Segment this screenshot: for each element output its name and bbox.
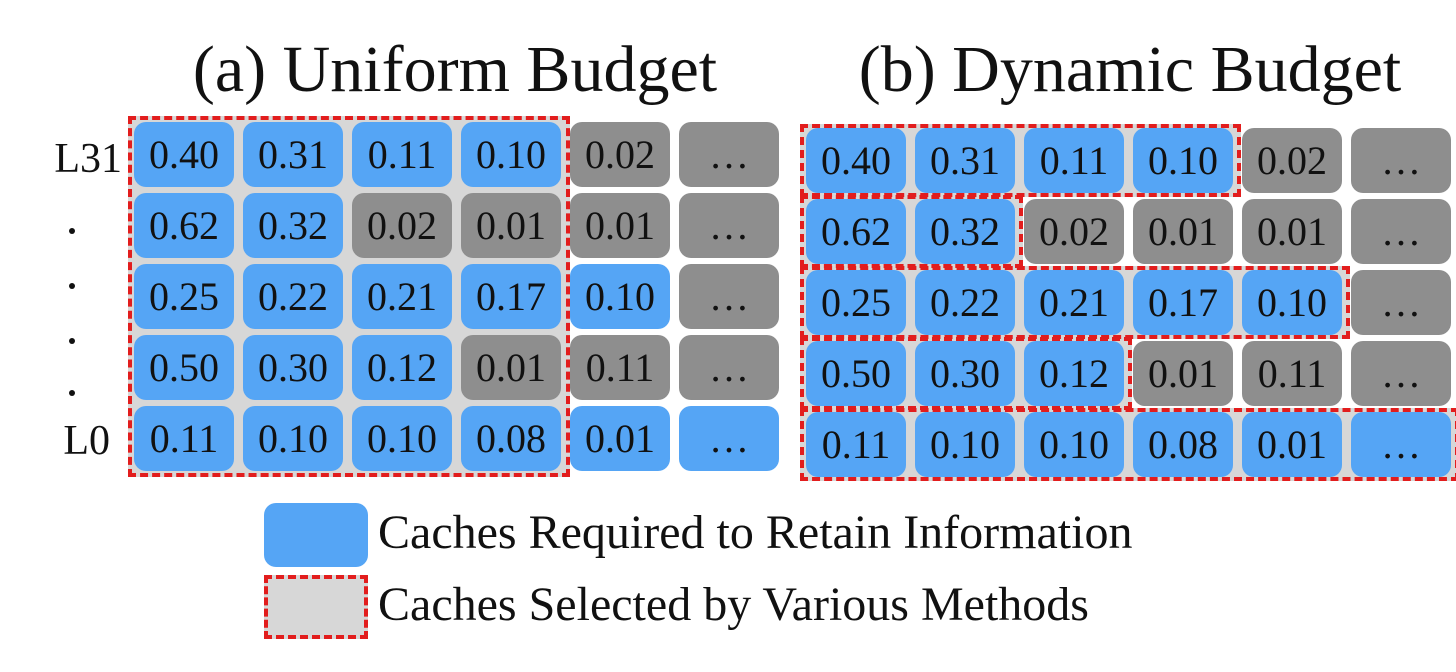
cache-cell: 0.01 [1242, 412, 1342, 477]
cache-cell: 0.40 [134, 122, 234, 187]
cache-cell: … [1351, 412, 1451, 477]
cache-cell: 0.11 [806, 412, 906, 477]
cache-cell: 0.62 [134, 193, 234, 258]
cache-cell: 0.02 [1242, 128, 1342, 193]
row-ellipsis-dot [69, 338, 75, 344]
legend-required-swatch [264, 503, 368, 567]
cache-cell: 0.10 [243, 406, 343, 471]
cache-cell: 0.02 [1024, 199, 1124, 264]
cache-cell: 0.11 [134, 406, 234, 471]
cache-cell: 0.01 [461, 193, 561, 258]
panel-a-title: (a) Uniform Budget [192, 33, 718, 106]
legend-selected-swatch [264, 575, 368, 639]
cache-cell: 0.25 [806, 270, 906, 335]
cache-cell: 0.12 [1024, 341, 1124, 406]
cache-cell: 0.62 [806, 199, 906, 264]
legend-selected-label: Caches Selected by Various Methods [378, 578, 1089, 631]
cache-cell: 0.30 [243, 335, 343, 400]
cache-cell: 0.01 [1133, 199, 1233, 264]
cache-cell: 0.11 [1024, 128, 1124, 193]
cache-cell: … [1351, 199, 1451, 264]
cache-cell: 0.08 [461, 406, 561, 471]
cache-cell: 0.30 [915, 341, 1015, 406]
panel-b-title: (b) Dynamic Budget [858, 33, 1402, 106]
cache-cell: … [679, 264, 779, 329]
cache-cell: 0.12 [352, 335, 452, 400]
cache-cell: 0.31 [243, 122, 343, 187]
cache-cell: … [1351, 270, 1451, 335]
cache-cell: … [679, 193, 779, 258]
cache-cell: 0.31 [915, 128, 1015, 193]
cache-cell: … [1351, 341, 1451, 406]
cache-cell: 0.10 [352, 406, 452, 471]
cache-cell: 0.22 [915, 270, 1015, 335]
cache-cell: 0.10 [1024, 412, 1124, 477]
cache-cell: 0.17 [1133, 270, 1233, 335]
legend-required-label: Caches Required to Retain Information [378, 506, 1133, 559]
row-ellipsis-dot [69, 283, 75, 289]
cache-cell: … [1351, 128, 1451, 193]
cache-cell: 0.50 [134, 335, 234, 400]
cache-cell: 0.10 [915, 412, 1015, 477]
cache-cell: … [679, 122, 779, 187]
cache-cell: 0.21 [352, 264, 452, 329]
cache-cell: 0.02 [352, 193, 452, 258]
cache-cell: … [679, 406, 779, 471]
cache-cell: 0.32 [915, 199, 1015, 264]
cache-cell: 0.01 [570, 406, 670, 471]
cache-cell: 0.40 [806, 128, 906, 193]
cache-cell: 0.22 [243, 264, 343, 329]
cache-cell: 0.01 [1133, 341, 1233, 406]
cache-cell: … [679, 335, 779, 400]
cache-cell: 0.08 [1133, 412, 1233, 477]
cache-cell: 0.11 [1242, 341, 1342, 406]
cache-cell: 0.10 [1133, 128, 1233, 193]
cache-cell: 0.32 [243, 193, 343, 258]
cache-cell: 0.01 [570, 193, 670, 258]
row-ellipsis-dot [69, 228, 75, 234]
cache-cell: 0.10 [570, 264, 670, 329]
cache-cell: 0.10 [461, 122, 561, 187]
selection-box [800, 124, 1241, 197]
cache-cell: 0.10 [1242, 270, 1342, 335]
row-label-l31: L31 [54, 136, 122, 182]
cache-cell: 0.11 [570, 335, 670, 400]
cache-cell: 0.11 [352, 122, 452, 187]
cache-cell: 0.50 [806, 341, 906, 406]
row-ellipsis-dot [69, 390, 75, 396]
selection-box [128, 116, 570, 477]
selection-box [800, 266, 1350, 339]
cache-cell: 0.21 [1024, 270, 1124, 335]
cache-cell: 0.01 [1242, 199, 1342, 264]
selection-box [800, 337, 1132, 410]
selection-box [800, 408, 1456, 481]
row-label-l0: L0 [63, 418, 110, 464]
cache-cell: 0.01 [461, 335, 561, 400]
cache-cell: 0.25 [134, 264, 234, 329]
selection-background [800, 408, 1456, 481]
selection-box [800, 195, 1023, 268]
cache-cell: 0.17 [461, 264, 561, 329]
cache-cell: 0.02 [570, 122, 670, 187]
